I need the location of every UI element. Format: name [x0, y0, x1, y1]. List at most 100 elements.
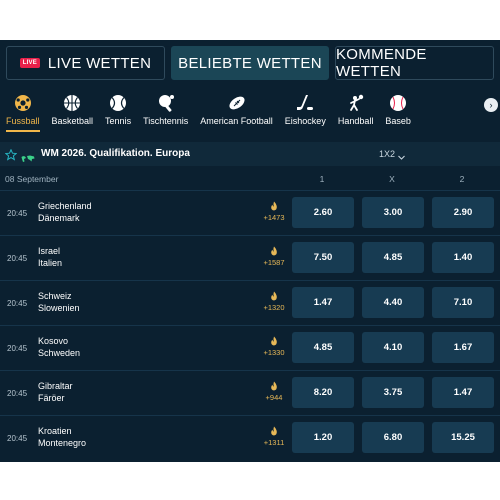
bet-count: +1311 [263, 438, 285, 447]
odd-home-button[interactable]: 1.47 [292, 287, 354, 318]
odd-away-button[interactable]: 7.10 [432, 287, 494, 318]
odd-away-button[interactable]: 1.67 [432, 332, 494, 363]
home-team: Kroatien [38, 426, 72, 436]
favorite-star-icon[interactable] [4, 148, 18, 161]
fire-icon [270, 378, 278, 391]
match-time: 20:45 [7, 389, 28, 398]
odd-home-button[interactable]: 4.85 [292, 332, 354, 363]
top-tabs: LIVE LIVE WETTEN BELIEBTE WETTEN KOMMEND… [6, 46, 494, 80]
betting-widget: LIVE LIVE WETTEN BELIEBTE WETTEN KOMMEND… [0, 40, 500, 462]
odd-away-button[interactable]: 1.47 [432, 377, 494, 408]
chevron-down-icon[interactable] [397, 149, 406, 160]
world-map-icon [21, 150, 35, 162]
sports-scroll-right-button[interactable]: › [484, 98, 498, 112]
match-row[interactable]: 20:45 Gibraltar Färöer +944 8.20 3.75 1.… [0, 370, 500, 415]
chevron-right-icon: › [489, 100, 493, 110]
sport-label: Tennis [105, 116, 132, 126]
ice-hockey-icon [296, 94, 314, 112]
odd-home-button[interactable]: 1.20 [292, 422, 354, 453]
match-row[interactable]: 20:45 Kroatien Montenegro +1311 1.20 6.8… [0, 415, 500, 460]
sport-tab-tischtennis[interactable]: Tischtennis [137, 90, 194, 132]
league-title: WM 2026. Qualifikation. Europa [41, 148, 190, 159]
american-football-icon [228, 94, 246, 112]
bet-count: +1320 [263, 303, 285, 312]
match-time: 20:45 [7, 254, 28, 263]
date-header: 08 September 1 X 2 [0, 170, 500, 188]
odd-home-button[interactable]: 8.20 [292, 377, 354, 408]
tab-upcoming-label: KOMMENDE WETTEN [336, 46, 427, 80]
tab-popular-bets[interactable]: BELIEBTE WETTEN [171, 46, 329, 80]
fire-icon [270, 198, 278, 211]
sport-label: Fussball [6, 116, 40, 126]
odd-away-button[interactable]: 1.40 [432, 242, 494, 273]
tab-popular-label: BELIEBTE WETTEN [178, 54, 322, 72]
odd-draw-button[interactable]: 3.00 [362, 197, 424, 228]
away-team: Slowenien [38, 303, 80, 313]
home-team: Schweiz [38, 291, 72, 301]
match-row[interactable]: 20:45 Kosovo Schweden +1330 4.85 4.10 1.… [0, 325, 500, 370]
live-badge: LIVE [19, 58, 40, 68]
sport-label: Eishockey [284, 116, 326, 126]
sport-tab-eishockey[interactable]: Eishockey [279, 90, 332, 132]
fire-icon [270, 288, 278, 301]
away-team: Schweden [38, 348, 81, 358]
column-header-away: 2 [459, 174, 465, 184]
sport-label: Baseb [385, 116, 411, 126]
tennis-ball-icon [109, 94, 127, 112]
odd-draw-button[interactable]: 6.80 [362, 422, 424, 453]
sport-label: Tischtennis [143, 116, 189, 126]
column-header-home: 1 [319, 174, 325, 184]
market-selector[interactable]: 1X2 [379, 149, 396, 159]
tab-live-label: LIVE WETTEN [47, 54, 152, 72]
bet-count: +944 [265, 393, 283, 402]
sport-tab-american-football[interactable]: American Football [194, 90, 279, 132]
baseball-icon [389, 94, 407, 112]
fire-icon [270, 423, 278, 436]
sport-tab-baseball[interactable]: Baseb [379, 90, 417, 132]
sport-label: Handball [337, 116, 374, 126]
column-header-draw: X [389, 174, 395, 184]
odd-draw-button[interactable]: 4.40 [362, 287, 424, 318]
table-tennis-icon [157, 94, 175, 112]
match-list: 20:45 Griechenland Dänemark +1473 2.60 3… [0, 190, 500, 460]
away-team: Montenegro [38, 438, 87, 448]
sport-tab-basketball[interactable]: Basketball [46, 90, 100, 132]
match-time: 20:45 [7, 344, 28, 353]
tab-upcoming-bets[interactable]: KOMMENDE WETTEN [335, 46, 494, 80]
sport-tab-tennis[interactable]: Tennis [99, 90, 137, 132]
odd-home-button[interactable]: 7.50 [292, 242, 354, 273]
home-team: Gibraltar [38, 381, 73, 391]
match-time: 20:45 [7, 209, 28, 218]
away-team: Dänemark [38, 213, 80, 223]
league-header: WM 2026. Qualifikation. Europa 1X2 [0, 142, 500, 166]
match-date: 08 September [5, 174, 59, 184]
fire-icon [270, 333, 278, 346]
away-team: Färöer [38, 393, 65, 403]
odd-draw-button[interactable]: 4.10 [362, 332, 424, 363]
match-row[interactable]: 20:45 Griechenland Dänemark +1473 2.60 3… [0, 190, 500, 235]
match-time: 20:45 [7, 434, 28, 443]
soccer-ball-icon [14, 94, 32, 112]
fire-icon [270, 243, 278, 256]
away-team: Italien [38, 258, 63, 268]
match-row[interactable]: 20:45 Israel Italien +1587 7.50 4.85 1.4… [0, 235, 500, 280]
bet-count: +1330 [263, 348, 285, 357]
sport-label: American Football [200, 116, 273, 126]
match-time: 20:45 [7, 299, 28, 308]
home-team: Kosovo [38, 336, 69, 346]
odd-away-button[interactable]: 15.25 [432, 422, 494, 453]
bet-count: +1587 [263, 258, 285, 267]
odd-away-button[interactable]: 2.90 [432, 197, 494, 228]
match-row[interactable]: 20:45 Schweiz Slowenien +1320 1.47 4.40 … [0, 280, 500, 325]
odd-draw-button[interactable]: 3.75 [362, 377, 424, 408]
sports-bar: Fussball Basketball Tennis Tischtennis A… [0, 90, 500, 132]
handball-icon [347, 94, 365, 112]
bet-count: +1473 [263, 213, 285, 222]
odd-draw-button[interactable]: 4.85 [362, 242, 424, 273]
basketball-icon [63, 94, 81, 112]
odd-home-button[interactable]: 2.60 [292, 197, 354, 228]
home-team: Israel [38, 246, 61, 256]
sport-tab-handball[interactable]: Handball [332, 90, 380, 132]
tab-live-bets[interactable]: LIVE LIVE WETTEN [6, 46, 165, 80]
sport-tab-fussball[interactable]: Fussball [0, 90, 46, 132]
